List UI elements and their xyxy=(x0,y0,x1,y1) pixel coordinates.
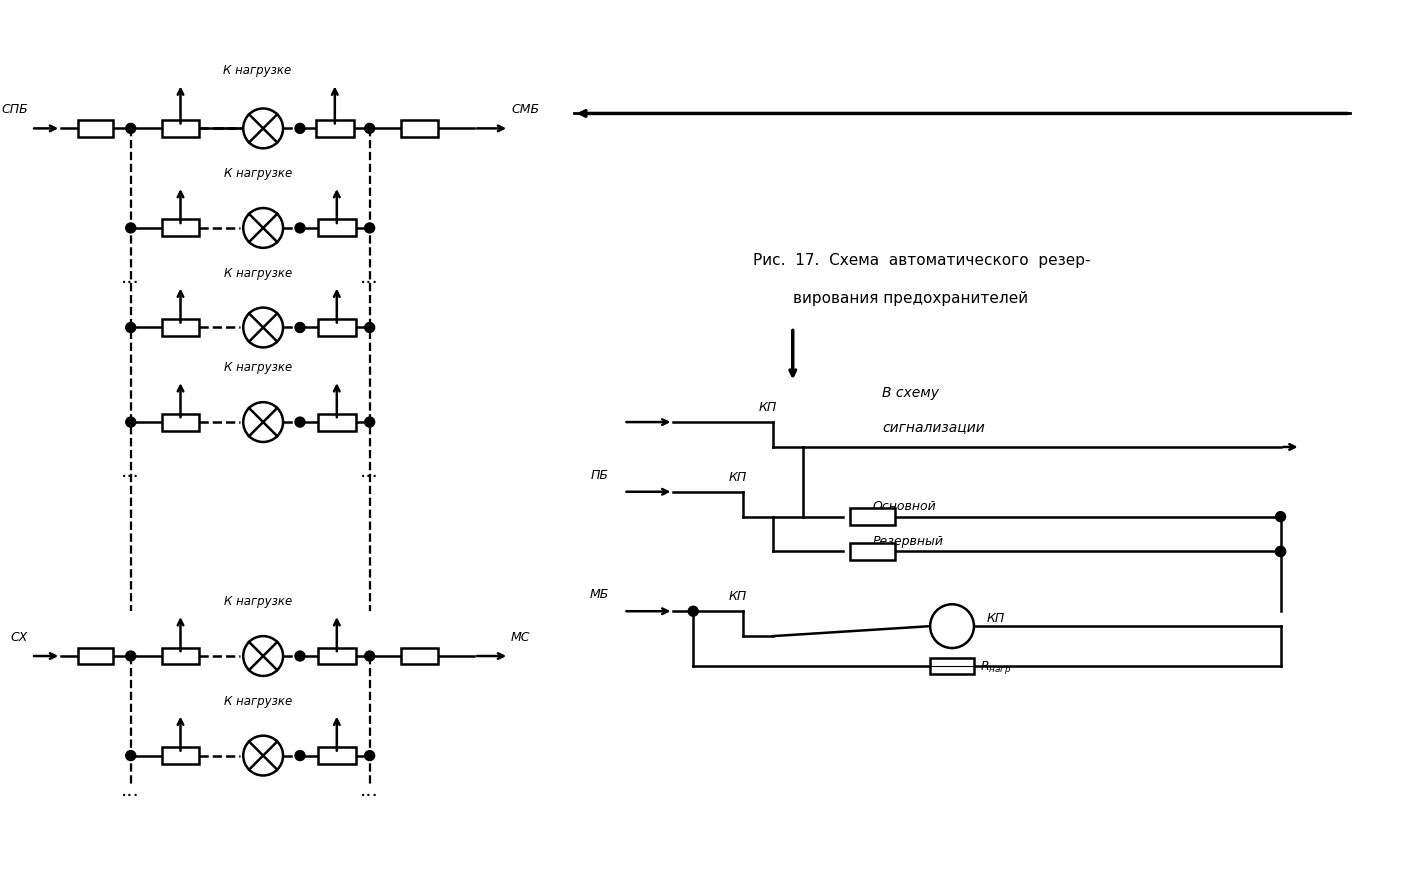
Text: К нагрузке: К нагрузке xyxy=(224,168,293,180)
Text: вирования предохранителей: вирования предохранителей xyxy=(793,290,1028,305)
Bar xyxy=(400,120,438,137)
Circle shape xyxy=(244,636,283,676)
Circle shape xyxy=(365,323,375,332)
Text: ...: ... xyxy=(121,781,141,800)
Bar xyxy=(318,647,356,665)
Circle shape xyxy=(296,417,306,427)
Text: К нагрузке: К нагрузке xyxy=(224,695,293,708)
Circle shape xyxy=(1276,546,1286,557)
Text: СМБ: СМБ xyxy=(511,103,539,117)
Bar xyxy=(162,414,200,431)
Bar xyxy=(162,319,200,336)
Circle shape xyxy=(125,417,135,427)
Text: К нагрузке: К нагрузке xyxy=(224,595,293,609)
Circle shape xyxy=(125,124,135,133)
Circle shape xyxy=(125,651,135,661)
Circle shape xyxy=(365,751,375,760)
Text: Рис.  17.  Схема  автоматического  резер-: Рис. 17. Схема автоматического резер- xyxy=(753,253,1090,267)
Circle shape xyxy=(244,403,283,442)
Text: СХ: СХ xyxy=(11,631,28,644)
Circle shape xyxy=(365,417,375,427)
Bar xyxy=(79,647,113,665)
Text: $R_{нагр}$: $R_{нагр}$ xyxy=(980,660,1011,676)
Bar xyxy=(79,120,113,137)
Circle shape xyxy=(365,124,375,133)
Circle shape xyxy=(689,606,698,617)
Text: ...: ... xyxy=(121,462,141,481)
Circle shape xyxy=(244,109,283,148)
Text: ...: ... xyxy=(360,781,379,800)
Text: В схему: В схему xyxy=(883,386,939,400)
Bar xyxy=(850,508,895,525)
Circle shape xyxy=(365,651,375,661)
Text: КП: КП xyxy=(729,471,748,484)
Circle shape xyxy=(244,208,283,248)
Text: К нагрузке: К нагрузке xyxy=(222,64,291,76)
Circle shape xyxy=(296,751,306,760)
Circle shape xyxy=(244,736,283,775)
Circle shape xyxy=(296,223,306,233)
Bar xyxy=(318,414,356,431)
Circle shape xyxy=(365,223,375,233)
Bar xyxy=(929,658,974,674)
Text: ...: ... xyxy=(360,462,379,481)
Text: МБ: МБ xyxy=(589,588,608,602)
Circle shape xyxy=(1276,511,1286,522)
Text: МС: МС xyxy=(511,631,531,644)
Text: ПБ: ПБ xyxy=(590,469,608,481)
Text: Резервный: Резервный xyxy=(873,535,943,548)
Bar xyxy=(400,647,438,665)
Text: К нагрузке: К нагрузке xyxy=(224,361,293,374)
Circle shape xyxy=(296,124,306,133)
Text: КП: КП xyxy=(987,611,1005,624)
Text: Основной: Основной xyxy=(873,500,936,513)
Text: ...: ... xyxy=(121,268,141,288)
Circle shape xyxy=(125,323,135,332)
Bar xyxy=(162,647,200,665)
Bar xyxy=(318,747,356,764)
Bar xyxy=(315,120,353,137)
Circle shape xyxy=(125,223,135,233)
Circle shape xyxy=(125,751,135,760)
Text: сигнализации: сигнализации xyxy=(883,420,986,434)
Bar xyxy=(162,120,200,137)
Text: К нагрузке: К нагрузке xyxy=(224,267,293,280)
Circle shape xyxy=(296,323,306,332)
Text: ...: ... xyxy=(360,268,379,288)
Circle shape xyxy=(931,604,974,648)
Bar xyxy=(162,219,200,237)
Bar xyxy=(318,219,356,237)
Bar xyxy=(318,319,356,336)
Bar xyxy=(162,747,200,764)
Circle shape xyxy=(244,308,283,347)
Circle shape xyxy=(1276,546,1286,557)
Text: КП: КП xyxy=(759,401,777,414)
Text: СПБ: СПБ xyxy=(1,103,28,117)
Text: КП: КП xyxy=(729,590,748,603)
Bar xyxy=(850,543,895,560)
Circle shape xyxy=(296,651,306,661)
